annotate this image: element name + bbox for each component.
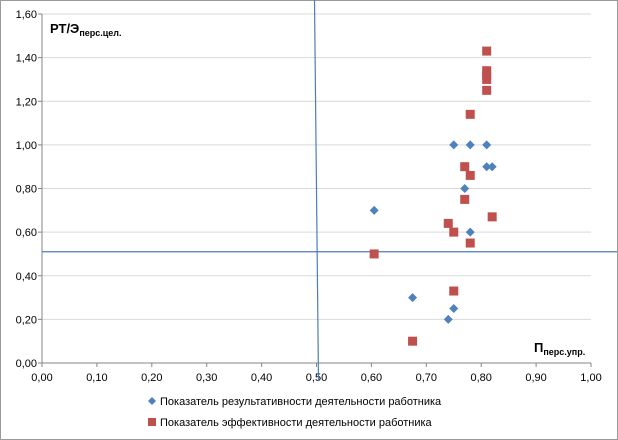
x-tick-label: 0,10: [86, 372, 107, 384]
legend-label-efficiency: Показатель эффективности деятельности ра…: [160, 417, 433, 429]
x-axis-title-main: П: [534, 340, 543, 355]
data-point-diamond: [443, 314, 453, 324]
y-axis-title: РТ/Эперс.цел.: [50, 21, 122, 38]
x-tick-label: 0,50: [306, 372, 327, 384]
legend-label-results: Показатель результативности деятельности…: [160, 396, 442, 408]
y-tick-label: 1,00: [16, 140, 37, 152]
data-point-square: [443, 218, 453, 228]
data-point-square: [369, 249, 379, 259]
data-point-diamond: [369, 205, 379, 215]
data-point-square: [482, 85, 492, 95]
data-point-square: [460, 194, 470, 204]
legend-square-marker: [148, 418, 156, 426]
y-tick-label: 0,40: [16, 271, 37, 283]
y-axis-title-main: РТ/Э: [50, 21, 79, 36]
data-point-diamond: [408, 293, 418, 303]
y-tick-label: 0,00: [16, 358, 37, 370]
data-point-diamond: [449, 303, 459, 313]
y-tick-label: 1,20: [16, 96, 37, 108]
data-point-diamond: [465, 140, 475, 150]
x-tick-label: 0,20: [141, 372, 162, 384]
data-point-diamond: [482, 162, 492, 172]
data-point-square: [482, 46, 492, 56]
y-tick-label: 1,60: [16, 9, 37, 21]
x-tick-label: 0,90: [525, 372, 546, 384]
data-point-square: [465, 170, 475, 180]
x-tick-label: 0,70: [416, 372, 437, 384]
x-tick-label: 0,00: [31, 372, 52, 384]
y-tick-label: 0,60: [16, 227, 37, 239]
x-axis-title-sub: перс.упр.: [543, 347, 585, 357]
vertical-reference-line: [313, 0, 320, 382]
data-point-square: [449, 227, 459, 237]
x-tick-label: 0,80: [470, 372, 491, 384]
data-point-square: [465, 238, 475, 248]
data-point-square: [408, 336, 418, 346]
data-point-diamond: [449, 140, 459, 150]
x-tick-label: 0,40: [251, 372, 272, 384]
x-tick-label: 0,60: [361, 372, 382, 384]
legend: Показатель результативности деятельности…: [148, 396, 442, 429]
y-tick-label: 0,80: [16, 184, 37, 196]
data-point-diamond: [460, 184, 470, 193]
data-point-diamond: [482, 140, 492, 150]
y-tick-label: 0,20: [16, 314, 37, 326]
data-point-square: [449, 286, 459, 296]
data-point-square: [487, 212, 497, 222]
y-axis-title-sub: перс.цел.: [79, 28, 121, 38]
data-point-square: [482, 74, 492, 84]
data-point-square: [460, 162, 470, 172]
x-tick-label: 0,30: [196, 372, 217, 384]
x-tick-label: 1,00: [580, 372, 601, 384]
data-point-square: [465, 109, 475, 119]
y-tick-label: 1,40: [16, 53, 37, 65]
data-point-diamond: [487, 162, 497, 172]
x-axis-title: Пперс.упр.: [534, 340, 585, 357]
legend-diamond-marker: [148, 397, 156, 405]
data-point-diamond: [465, 227, 475, 237]
